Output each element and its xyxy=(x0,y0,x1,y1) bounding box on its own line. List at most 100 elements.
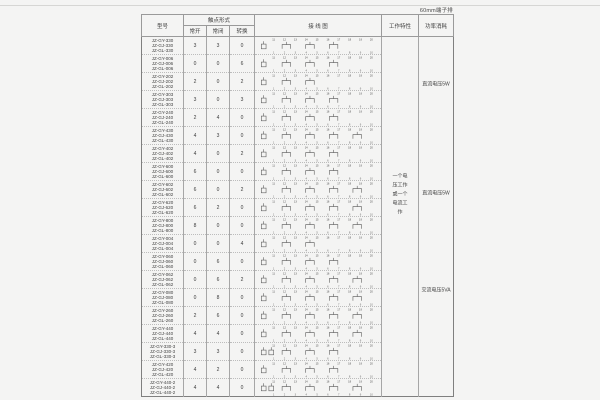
svg-text:4: 4 xyxy=(305,86,307,90)
svg-text:15: 15 xyxy=(316,361,319,365)
svg-text:18: 18 xyxy=(348,91,351,95)
svg-text:5: 5 xyxy=(316,302,318,306)
model-cell: JZ-GY-602 JZ-GJ-602 JZ-GL-602 xyxy=(141,180,184,199)
svg-text:7: 7 xyxy=(338,176,340,180)
svg-text:5: 5 xyxy=(316,320,318,324)
svg-text:11: 11 xyxy=(272,91,275,95)
svg-text:5: 5 xyxy=(316,194,318,198)
top-rule xyxy=(0,5,600,6)
svg-text:13: 13 xyxy=(294,73,297,77)
svg-text:2: 2 xyxy=(284,122,286,126)
svg-text:14: 14 xyxy=(305,307,308,311)
svg-text:16: 16 xyxy=(326,37,329,41)
svg-text:16: 16 xyxy=(326,181,329,185)
model-number: JZ-GY-620 xyxy=(151,199,174,205)
svg-text:10: 10 xyxy=(370,320,373,324)
svg-text:5: 5 xyxy=(316,86,318,90)
svg-text:15: 15 xyxy=(316,289,319,293)
svg-text:9: 9 xyxy=(360,176,362,180)
svg-text:10: 10 xyxy=(370,356,373,360)
svg-text:18: 18 xyxy=(348,235,351,239)
svg-text:12: 12 xyxy=(283,199,286,203)
svg-text:15: 15 xyxy=(316,37,319,41)
svg-text:1: 1 xyxy=(273,176,275,180)
svg-text:3: 3 xyxy=(295,302,297,306)
svg-text:12: 12 xyxy=(283,343,286,347)
svg-text:14: 14 xyxy=(305,91,308,95)
header-row-1: 型号 触点形式 接 线 图 工作特性 功率消耗 xyxy=(141,14,454,37)
svg-text:7: 7 xyxy=(338,338,340,342)
svg-text:13: 13 xyxy=(294,361,297,365)
svg-text:17: 17 xyxy=(337,235,340,239)
no-count-cell: 4 xyxy=(183,360,207,379)
svg-text:5: 5 xyxy=(316,212,318,216)
wiring-diagram-cell: 11 1 12 2 13 3 14 4 15 5 16 6 17 7 18 8 19 9 20 10 xyxy=(254,288,382,307)
wiring-diagram-cell: 11 1 12 2 13 3 14 4 15 5 16 6 17 7 18 8 19 9 20 10 xyxy=(254,72,382,91)
svg-text:9: 9 xyxy=(360,104,362,108)
model-number: JZ-GY-430 xyxy=(151,127,174,133)
svg-text:2: 2 xyxy=(284,248,286,252)
model-number: JZ-GY-602 xyxy=(151,181,174,187)
wiring-diagram-cell: 11 1 12 2 13 3 14 4 15 5 16 6 17 7 18 8 19 9 20 10 xyxy=(254,108,382,127)
svg-text:16: 16 xyxy=(326,91,329,95)
svg-text:14: 14 xyxy=(305,163,308,167)
header-work-characteristic: 工作特性 xyxy=(381,14,419,37)
wiring-diagram-cell: 11 1 12 2 13 3 14 4 15 5 16 6 17 7 18 8 19 9 20 10 xyxy=(254,36,382,55)
svg-text:13: 13 xyxy=(294,55,297,59)
svg-text:1: 1 xyxy=(273,302,275,306)
svg-text:3: 3 xyxy=(295,320,297,324)
table-row: JZ-GY-440-2 JZ-GJ-440-2 JZ-GL-440-2 4 4 0 11 1 1… xyxy=(141,378,454,397)
svg-text:19: 19 xyxy=(359,55,362,59)
co-count-cell: 0 xyxy=(229,198,255,217)
model-number: JZ-GJ-430 xyxy=(151,132,174,138)
svg-text:15: 15 xyxy=(316,73,319,77)
svg-text:15: 15 xyxy=(316,217,319,221)
svg-text:10: 10 xyxy=(370,50,373,54)
svg-text:18: 18 xyxy=(348,325,351,329)
svg-text:11: 11 xyxy=(272,127,275,131)
no-count-cell: 4 xyxy=(183,324,207,343)
svg-text:17: 17 xyxy=(337,127,340,131)
svg-text:12: 12 xyxy=(283,379,286,383)
model-number: JZ-GY-440 xyxy=(151,325,174,331)
header-power-consumption: 功率消耗 xyxy=(418,14,454,37)
svg-text:6: 6 xyxy=(327,374,329,378)
svg-text:7: 7 xyxy=(338,68,340,72)
svg-text:19: 19 xyxy=(359,307,362,311)
svg-text:4: 4 xyxy=(305,104,307,108)
model-number: JZ-GY-080 xyxy=(151,289,174,295)
model-number: JZ-GY-004 xyxy=(151,235,174,241)
svg-text:16: 16 xyxy=(326,325,329,329)
model-cell: JZ-GY-330 JZ-GJ-330 JZ-GL-330 xyxy=(141,36,184,55)
svg-text:19: 19 xyxy=(359,253,362,257)
svg-text:9: 9 xyxy=(360,158,362,162)
svg-text:7: 7 xyxy=(338,266,340,270)
table-row: JZ-GY-620 JZ-GJ-620 JZ-GL-620 6 2 0 11 1 12 2 13 3 1… xyxy=(141,198,454,217)
svg-text:20: 20 xyxy=(370,73,373,77)
svg-text:8: 8 xyxy=(349,248,351,252)
svg-text:7: 7 xyxy=(338,50,340,54)
svg-text:6: 6 xyxy=(327,140,329,144)
svg-text:5: 5 xyxy=(316,230,318,234)
model-number: JZ-GJ-080 xyxy=(151,294,174,300)
svg-text:3: 3 xyxy=(295,392,297,396)
svg-text:12: 12 xyxy=(283,235,286,239)
svg-text:8: 8 xyxy=(349,194,351,198)
svg-text:12: 12 xyxy=(283,217,286,221)
svg-text:6: 6 xyxy=(327,248,329,252)
model-cell: JZ-GY-080 JZ-GJ-080 JZ-GL-080 xyxy=(141,288,184,307)
svg-text:10: 10 xyxy=(370,140,373,144)
svg-text:17: 17 xyxy=(337,91,340,95)
svg-text:17: 17 xyxy=(337,325,340,329)
svg-text:17: 17 xyxy=(337,343,340,347)
model-cell: JZ-GY-440 JZ-GJ-440 JZ-GL-440 xyxy=(141,324,184,343)
svg-text:3: 3 xyxy=(295,374,297,378)
svg-text:4: 4 xyxy=(305,266,307,270)
svg-text:1: 1 xyxy=(273,158,275,162)
svg-text:1: 1 xyxy=(273,338,275,342)
model-number: JZ-GY-402 xyxy=(151,145,174,151)
svg-text:13: 13 xyxy=(294,289,297,293)
svg-text:4: 4 xyxy=(305,356,307,360)
svg-text:4: 4 xyxy=(305,302,307,306)
